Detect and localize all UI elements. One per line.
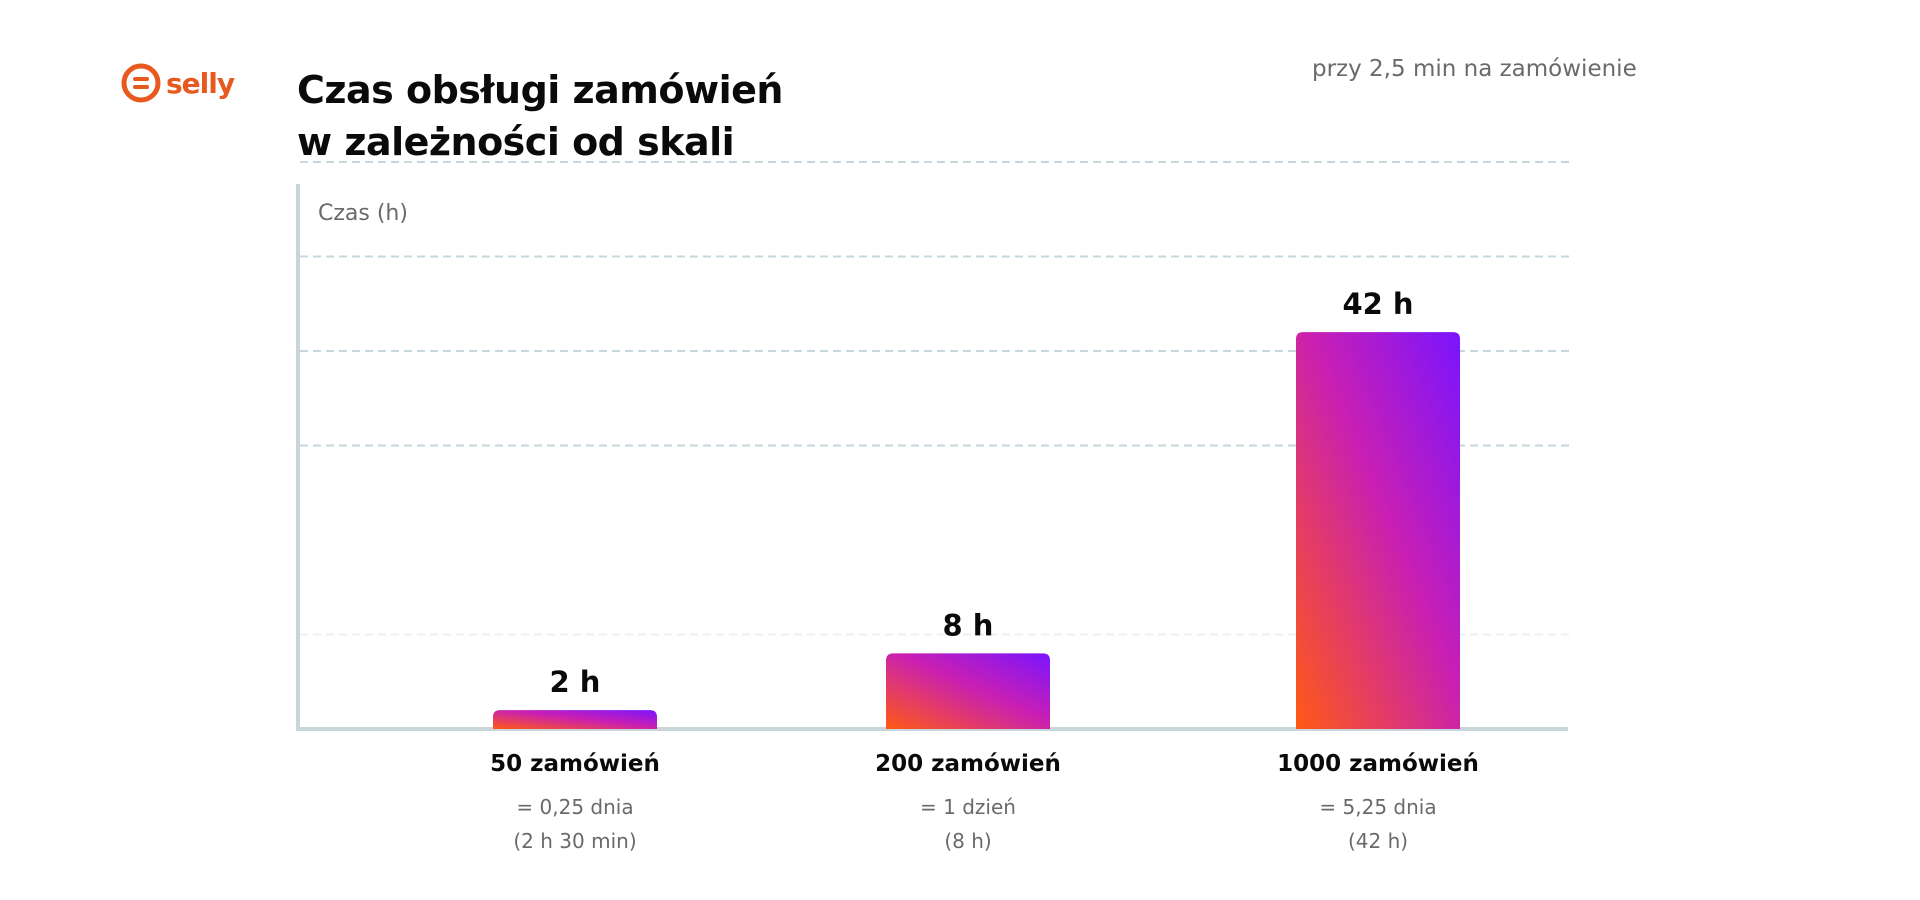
- bar-value-label: 2 h: [550, 665, 601, 699]
- title-line-2: w zależności od skali: [297, 120, 735, 164]
- bar-value-label: 42 h: [1342, 287, 1413, 321]
- title-line-1: Czas obsługi zamówień: [297, 68, 783, 112]
- selly-logo-icon: [121, 63, 161, 103]
- bar: [886, 653, 1050, 729]
- chart-subtitle: przy 2,5 min na zamówienie: [1312, 56, 1637, 82]
- bar-value-label: 8 h: [943, 608, 994, 642]
- category-note-days: = 0,25 dnia: [516, 795, 633, 819]
- category-note-days: = 1 dzień: [920, 795, 1016, 819]
- category-note-hours: (2 h 30 min): [513, 829, 636, 853]
- category-label: 50 zamówień: [490, 751, 660, 777]
- brand-logo[interactable]: selly: [120, 62, 235, 104]
- category-note-days: = 5,25 dnia: [1319, 795, 1436, 819]
- category-label: 200 zamówień: [875, 751, 1061, 777]
- bar: [493, 710, 657, 729]
- category-note-hours: (42 h): [1348, 829, 1408, 853]
- page-title: Czas obsługi zamówień w zależności od sk…: [297, 64, 783, 168]
- bar: [1296, 332, 1460, 729]
- brand-name: selly: [166, 66, 235, 100]
- y-axis-label: Czas (h): [318, 201, 408, 226]
- category-note-hours: (8 h): [944, 829, 991, 853]
- category-label: 1000 zamówień: [1277, 751, 1479, 777]
